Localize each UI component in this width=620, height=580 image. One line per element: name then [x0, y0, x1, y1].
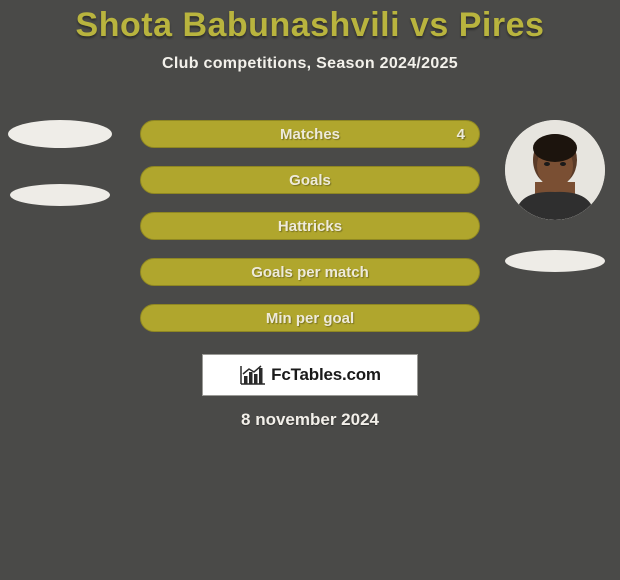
logo-text: FcTables.com	[271, 365, 381, 385]
player-left-col	[5, 120, 115, 206]
stat-label: Goals	[289, 172, 331, 189]
chart-icon	[239, 364, 267, 386]
stat-bar: Matches 4	[140, 120, 480, 148]
subtitle: Club competitions, Season 2024/2025	[0, 55, 620, 73]
stat-value-right: 4	[457, 126, 465, 143]
stat-bar: Goals per match	[140, 258, 480, 286]
stat-label: Matches	[280, 126, 340, 143]
stat-bar: Hattricks	[140, 212, 480, 240]
date-label: 8 november 2024	[0, 410, 620, 430]
stat-bar: Min per goal	[140, 304, 480, 332]
stat-label: Hattricks	[278, 218, 342, 235]
stat-label: Min per goal	[266, 310, 354, 327]
player-left-shadow	[10, 184, 110, 206]
compare-area: Matches 4 Goals Hattricks Goals per match Min…	[0, 120, 620, 350]
comparison-card: Shota Babunashvili vs Pires Club competi…	[0, 0, 620, 580]
stat-bars: Matches 4 Goals Hattricks Goals per match Min…	[140, 120, 480, 332]
page-title: Shota Babunashvili vs Pires	[0, 0, 620, 45]
player-left-avatar	[8, 120, 112, 148]
player-right-shadow	[505, 250, 605, 272]
stat-bar: Goals	[140, 166, 480, 194]
player-right-avatar	[505, 120, 605, 220]
logo-box: FcTables.com	[202, 354, 418, 396]
player-right-col	[500, 120, 610, 272]
person-icon	[505, 120, 605, 220]
stat-label: Goals per match	[251, 264, 369, 281]
